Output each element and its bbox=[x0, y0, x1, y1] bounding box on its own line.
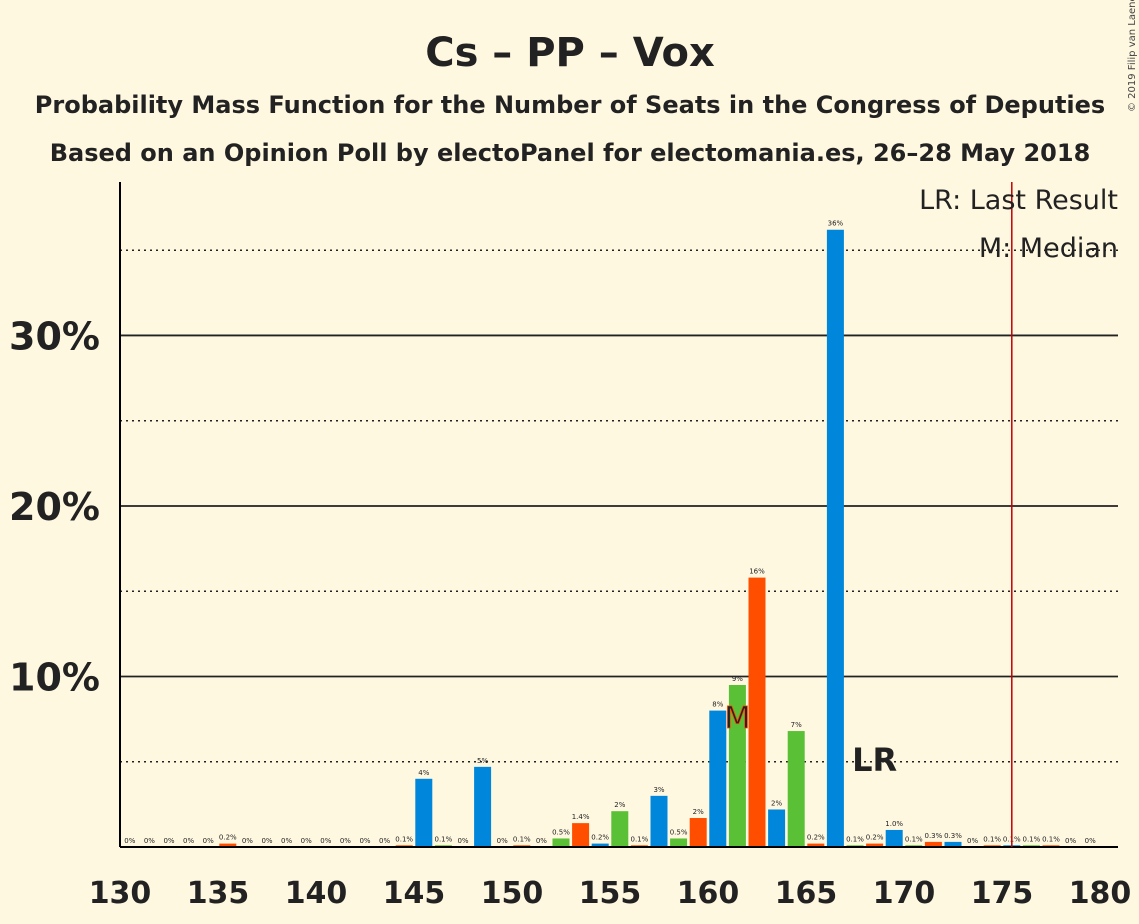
bar bbox=[807, 843, 825, 847]
bar bbox=[728, 685, 746, 847]
bar-value-label: 0.5% bbox=[670, 828, 688, 836]
bar-value-label: 1.0% bbox=[885, 820, 903, 828]
bar-value-label: 0% bbox=[203, 837, 214, 845]
bar-value-label: 0.1% bbox=[631, 835, 649, 843]
bar-value-label: 3% bbox=[653, 786, 664, 794]
gridlines bbox=[120, 249, 1118, 763]
x-tick-label: 180 bbox=[1069, 876, 1132, 911]
bar-value-label: 0% bbox=[359, 837, 370, 845]
bar-value-label: 0.5% bbox=[552, 828, 570, 836]
bar bbox=[866, 843, 884, 847]
bar-value-label: 0% bbox=[497, 837, 508, 845]
bar-value-label: 0.3% bbox=[925, 832, 943, 840]
bar-value-label: 2% bbox=[614, 801, 625, 809]
bar-value-label: 0% bbox=[124, 837, 135, 845]
bar-value-label: 0.2% bbox=[807, 834, 825, 842]
bar-value-label: 5% bbox=[477, 757, 488, 765]
y-tick-label: 20% bbox=[9, 485, 100, 529]
bar-value-label: 0.1% bbox=[435, 835, 453, 843]
bar-value-label: 0.1% bbox=[1023, 835, 1041, 843]
bar-value-label: 2% bbox=[693, 808, 704, 816]
bar-value-label: 0% bbox=[340, 837, 351, 845]
x-tick-label: 170 bbox=[873, 876, 936, 911]
bar-value-label: 16% bbox=[749, 568, 765, 576]
x-tick-label: 155 bbox=[579, 876, 642, 911]
bar-value-label: 0.2% bbox=[219, 834, 237, 842]
bar-value-label: 0% bbox=[261, 837, 272, 845]
bar bbox=[415, 778, 433, 847]
y-tick-label: 30% bbox=[9, 314, 100, 358]
bar-value-label: 0% bbox=[183, 837, 194, 845]
bar-value-label: 0% bbox=[536, 837, 547, 845]
x-tick-label: 160 bbox=[677, 876, 740, 911]
bars bbox=[219, 229, 1060, 847]
bar-value-label: 0.1% bbox=[905, 835, 923, 843]
bar bbox=[748, 577, 766, 847]
bar bbox=[787, 731, 805, 847]
bar-value-label: 4% bbox=[418, 769, 429, 777]
bar bbox=[768, 809, 786, 847]
bar-value-label: 0% bbox=[1085, 837, 1096, 845]
bar-value-label: 0.3% bbox=[944, 832, 962, 840]
bar-value-label: 0.1% bbox=[395, 835, 413, 843]
bar-value-label: 0% bbox=[379, 837, 390, 845]
bar-value-label: 0% bbox=[1065, 837, 1076, 845]
bar bbox=[552, 838, 570, 847]
bar-value-label: 9% bbox=[732, 675, 743, 683]
bar-value-label: 0% bbox=[457, 837, 468, 845]
bar-value-label: 0% bbox=[967, 837, 978, 845]
bar bbox=[670, 838, 688, 847]
median-marker: M bbox=[724, 701, 750, 736]
bar-value-label: 0.2% bbox=[591, 834, 609, 842]
bar-value-label: 0.1% bbox=[846, 835, 864, 843]
bar-value-label: 0.1% bbox=[513, 835, 531, 843]
bar-value-label: 0% bbox=[144, 837, 155, 845]
bar-value-label: 0.2% bbox=[866, 834, 884, 842]
chart-subtitle: Probability Mass Function for the Number… bbox=[35, 91, 1105, 119]
bar bbox=[591, 843, 609, 847]
bar-value-label: 0% bbox=[281, 837, 292, 845]
x-tick-labels: 130 135 140 145 150 155 160 165 170 175 180 bbox=[89, 876, 1132, 911]
bar-value-label: 0.1% bbox=[983, 835, 1001, 843]
legend-last-result: LR: Last Result bbox=[919, 185, 1118, 216]
x-tick-label: 145 bbox=[383, 876, 446, 911]
copyright-notice: © 2019 Filip van Laenen bbox=[1127, 0, 1138, 112]
last-result-marker: LR bbox=[852, 741, 897, 779]
bar bbox=[611, 811, 629, 847]
chart-source: Based on an Opinion Poll by electoPanel … bbox=[50, 139, 1091, 167]
chart-title: Cs – PP – Vox bbox=[425, 30, 715, 76]
bar-value-label: 0% bbox=[163, 837, 174, 845]
bar-value-label: 0.1% bbox=[1042, 835, 1060, 843]
bar-value-label: 36% bbox=[828, 220, 844, 228]
y-tick-labels: 10% 20% 30% bbox=[9, 314, 100, 699]
x-tick-label: 175 bbox=[971, 876, 1034, 911]
bar bbox=[944, 841, 962, 847]
bar-labels: 0% 0% 0% 0% 0% 0.2% 0% 0% 0% 0% 0% 0% 0% 0% 0.1% 4% 0.1%… bbox=[124, 220, 1096, 845]
bar bbox=[826, 229, 844, 847]
x-tick-label: 135 bbox=[187, 876, 250, 911]
bar bbox=[219, 843, 237, 847]
bar bbox=[650, 795, 668, 847]
x-tick-label: 150 bbox=[481, 876, 544, 911]
y-tick-label: 10% bbox=[9, 655, 100, 699]
bar bbox=[924, 841, 942, 847]
bar bbox=[689, 818, 707, 847]
bar-value-label: 8% bbox=[712, 701, 723, 709]
bar-value-label: 2% bbox=[771, 799, 782, 807]
x-tick-label: 140 bbox=[285, 876, 348, 911]
bar-value-label: 0% bbox=[301, 837, 312, 845]
bar-value-label: 1.4% bbox=[572, 813, 590, 821]
bar bbox=[572, 823, 590, 847]
bar bbox=[885, 829, 903, 847]
x-tick-label: 130 bbox=[89, 876, 152, 911]
bar-value-label: 0% bbox=[320, 837, 331, 845]
bar bbox=[474, 766, 492, 847]
bar-value-label: 0% bbox=[242, 837, 253, 845]
legend-median: M: Median bbox=[979, 233, 1118, 264]
x-tick-label: 165 bbox=[775, 876, 838, 911]
bar bbox=[709, 710, 727, 847]
bar-value-label: 7% bbox=[791, 721, 802, 729]
